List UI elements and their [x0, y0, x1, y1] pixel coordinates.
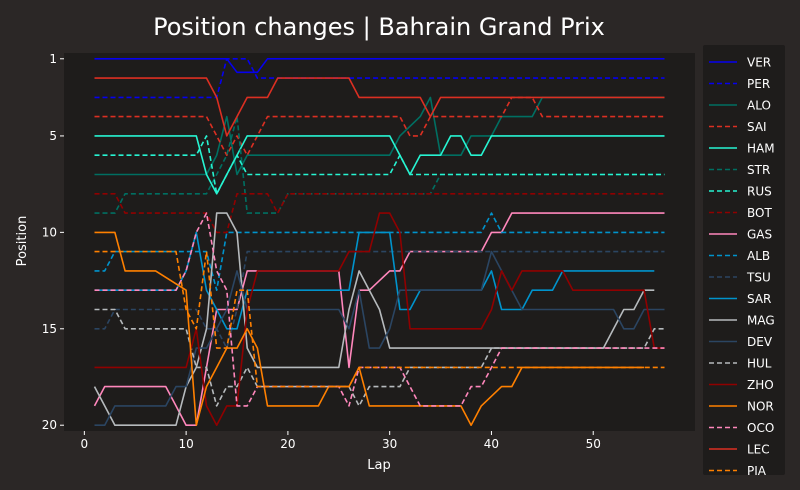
legend-entries: VER PER ALO SAI HAM STR RUS BOT GAS ALB TSU SAR MAG D…: [709, 56, 775, 478]
legend-label-pia: PIA: [747, 464, 767, 478]
legend-label-oco: OCO: [747, 421, 774, 435]
y-tick-label: 15: [42, 322, 57, 336]
legend-label-alb: ALB: [747, 249, 770, 263]
legend-label-str: STR: [747, 163, 770, 177]
legend-label-bot: BOT: [747, 206, 772, 220]
series-line-per: [94, 57, 665, 99]
legend: VER PER ALO SAI HAM STR RUS BOT GAS ALB TSU SAR MAG D…: [703, 45, 785, 478]
series-line-bot: [94, 193, 665, 234]
legend-label-mag: MAG: [747, 314, 775, 328]
series-line-tsu: [94, 250, 665, 349]
series-line-pia: [94, 250, 665, 388]
series-line-alo: [94, 96, 665, 176]
legend-label-nor: NOR: [747, 400, 774, 414]
legend-label-ham: HAM: [747, 142, 775, 156]
series-line-ham: [94, 135, 665, 195]
y-tick-label: 5: [49, 129, 57, 143]
legend-label-zho: ZHO: [747, 378, 774, 392]
x-tick-label: 40: [484, 437, 499, 451]
legend-label-gas: GAS: [747, 228, 772, 242]
series-line-dev: [94, 250, 665, 427]
legend-label-hul: HUL: [747, 357, 772, 371]
legend-label-lec: LEC: [747, 443, 770, 457]
series-line-nor: [94, 231, 645, 427]
y-tick-label: 20: [42, 418, 57, 432]
y-tick-label: 1: [49, 52, 57, 66]
x-tick-label: 20: [280, 437, 295, 451]
legend-label-ver: VER: [747, 56, 771, 70]
legend-label-per: PER: [747, 77, 770, 91]
x-axis-label: Lap: [367, 458, 390, 473]
series-line-zho: [94, 212, 665, 427]
series-lines: [93, 57, 665, 427]
chart-title: Position changes | Bahrain Grand Prix: [153, 13, 605, 41]
series-line-oco: [94, 212, 665, 407]
series-line-lec: [94, 77, 665, 137]
x-tick-label: 0: [81, 437, 89, 451]
legend-label-sar: SAR: [747, 292, 771, 306]
plot-area: [64, 53, 695, 431]
legend-label-alo: ALO: [747, 99, 771, 113]
legend-box: [703, 45, 785, 475]
x-tick-label: 30: [382, 437, 397, 451]
legend-label-rus: RUS: [747, 185, 772, 199]
series-line-str: [94, 115, 665, 214]
y-tick-label: 10: [42, 225, 57, 239]
series-line-hul: [94, 308, 665, 407]
legend-label-tsu: TSU: [746, 271, 771, 285]
legend-label-dev: DEV: [747, 335, 773, 349]
x-tick-label: 50: [586, 437, 601, 451]
x-tick-label: 10: [178, 437, 193, 451]
y-axis-label: Position: [15, 216, 30, 267]
legend-label-sai: SAI: [747, 120, 767, 134]
series-line-rus: [94, 135, 665, 195]
series-line-ver: [94, 57, 665, 74]
